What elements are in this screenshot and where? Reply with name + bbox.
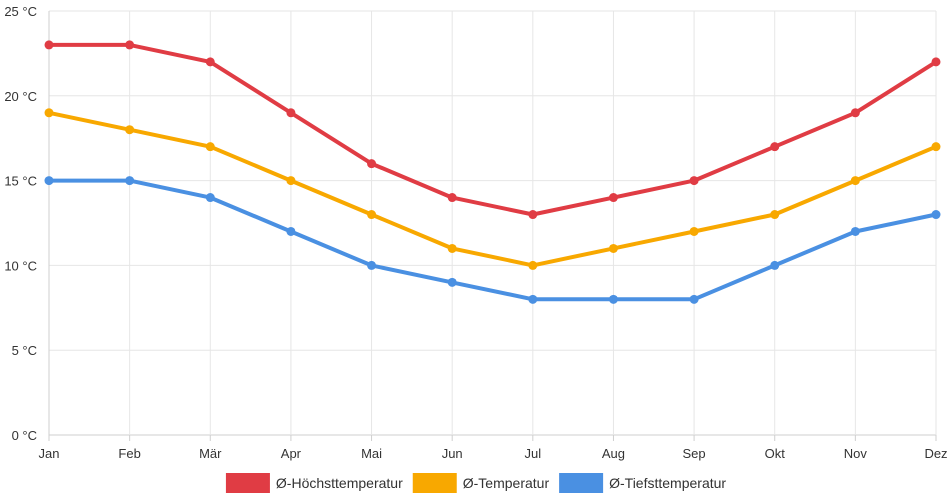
data-point[interactable] — [770, 260, 780, 270]
y-tick-label: 25 °C — [4, 4, 37, 19]
x-tick-label: Jun — [442, 446, 463, 461]
data-point[interactable] — [608, 243, 618, 253]
series-lines — [44, 40, 941, 304]
legend-item[interactable]: Ø-Temperatur — [412, 473, 550, 493]
data-point[interactable] — [850, 108, 860, 118]
data-point[interactable] — [286, 226, 296, 236]
data-point[interactable] — [205, 142, 215, 152]
data-point[interactable] — [770, 210, 780, 220]
data-point[interactable] — [689, 226, 699, 236]
x-axis: Jan Feb Mär Apr Mai Jun Jul Aug Sep Okt Nov Dez — [39, 446, 948, 461]
data-point[interactable] — [850, 226, 860, 236]
x-tick-label: Dez — [924, 446, 947, 461]
data-point[interactable] — [44, 40, 54, 50]
data-point[interactable] — [125, 176, 135, 186]
x-tick-label: Aug — [602, 446, 625, 461]
x-tick-label: Okt — [765, 446, 786, 461]
legend-label: Ø-Temperatur — [463, 475, 550, 491]
data-point[interactable] — [367, 260, 377, 270]
data-point[interactable] — [205, 193, 215, 203]
data-point[interactable] — [44, 108, 54, 118]
series-2 — [44, 108, 941, 270]
data-point[interactable] — [286, 108, 296, 118]
y-tick-label: 15 °C — [4, 174, 37, 189]
legend-label: Ø-Höchsttemperatur — [276, 475, 403, 491]
y-tick-label: 5 °C — [12, 343, 37, 358]
data-point[interactable] — [286, 176, 296, 186]
data-point[interactable] — [367, 159, 377, 169]
series-line — [47, 110, 938, 268]
data-point[interactable] — [931, 57, 941, 67]
x-tick-label: Mai — [361, 446, 382, 461]
data-point[interactable] — [931, 142, 941, 152]
data-point[interactable] — [528, 210, 538, 220]
series-line — [47, 178, 938, 302]
x-tick-label: Sep — [683, 446, 706, 461]
y-tick-label: 0 °C — [12, 428, 37, 443]
data-point[interactable] — [44, 176, 54, 186]
x-tick-label: Feb — [118, 446, 140, 461]
data-point[interactable] — [528, 260, 538, 270]
y-axis: 0 °C 5 °C 10 °C 15 °C 20 °C 25 °C — [4, 4, 37, 443]
legend-swatch — [225, 473, 270, 493]
data-point[interactable] — [125, 125, 135, 135]
data-point[interactable] — [770, 142, 780, 152]
data-point[interactable] — [447, 193, 457, 203]
x-tick-label: Apr — [281, 446, 302, 461]
data-point[interactable] — [125, 40, 135, 50]
series-3 — [44, 176, 941, 304]
data-point[interactable] — [205, 57, 215, 67]
x-tick-label: Jul — [525, 446, 542, 461]
data-point[interactable] — [608, 193, 618, 203]
data-point[interactable] — [689, 294, 699, 304]
legend-swatch — [559, 473, 604, 493]
y-tick-label: 10 °C — [4, 258, 37, 273]
x-tick-label: Nov — [844, 446, 868, 461]
data-point[interactable] — [689, 176, 699, 186]
x-tick-label: Mär — [199, 446, 222, 461]
legend-label: Ø-Tiefsttemperatur — [609, 475, 726, 491]
legend-item[interactable]: Ø-Höchsttemperatur — [225, 473, 403, 493]
legend: Ø-Höchsttemperatur Ø-Temperatur Ø-Tiefstte… — [225, 473, 726, 493]
y-tick-label: 20 °C — [4, 89, 37, 104]
x-tick-label: Jan — [39, 446, 60, 461]
data-point[interactable] — [528, 294, 538, 304]
legend-item[interactable]: Ø-Tiefsttemperatur — [559, 473, 726, 493]
data-point[interactable] — [447, 277, 457, 287]
data-point[interactable] — [447, 243, 457, 253]
data-point[interactable] — [367, 210, 377, 220]
grid — [48, 10, 937, 441]
data-point[interactable] — [850, 176, 860, 186]
series-1 — [44, 40, 941, 220]
series-line — [47, 42, 938, 217]
data-point[interactable] — [931, 210, 941, 220]
data-point[interactable] — [608, 294, 618, 304]
legend-swatch — [412, 473, 457, 493]
